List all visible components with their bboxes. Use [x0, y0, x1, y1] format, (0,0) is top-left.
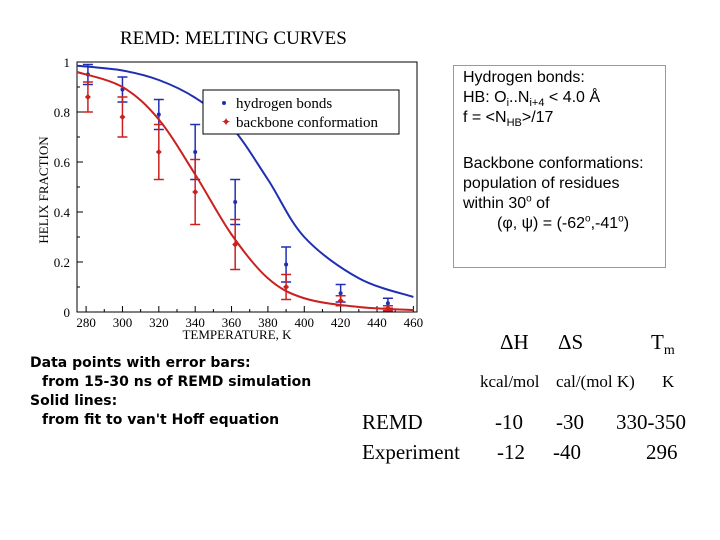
legend-label-backbone: backbone conformation	[236, 115, 379, 131]
data-point-hydrogen-bonds	[233, 200, 238, 204]
row-label-experiment: Experiment	[362, 440, 460, 464]
data-point-backbone	[84, 94, 91, 100]
chart-title: REMD: MELTING CURVES	[120, 28, 347, 49]
data-point-backbone	[119, 114, 126, 120]
legend-marker-hydrogen-bonds	[222, 101, 226, 105]
y-tick-label: 0.6	[54, 155, 71, 170]
x-tick-label: 460	[404, 315, 424, 330]
data-point-hydrogen-bonds	[284, 262, 289, 267]
bb-line-1: population of residues	[463, 175, 620, 192]
x-tick-label: 280	[76, 315, 96, 330]
x-axis-label: TEMPERATURE, K	[182, 327, 292, 342]
bb-line-3: (φ, ψ) = (-62o,-41o)	[497, 213, 630, 232]
series-marks	[76, 63, 414, 312]
data-point-backbone	[232, 241, 239, 248]
data-notes: Data points with error bars: from 15-30 …	[30, 354, 311, 430]
unit-ds: cal/(mol K)	[556, 372, 635, 391]
unit-dh: kcal/mol	[480, 372, 540, 391]
y-axis-label: HELIX FRACTION	[36, 136, 51, 244]
data-point-backbone	[155, 149, 162, 155]
unit-tm: K	[662, 372, 675, 391]
note-line-1: Data points with error bars:	[30, 355, 251, 371]
exp-ds: -40	[553, 440, 581, 464]
axis-ticks	[77, 61, 414, 313]
exp-tm: 296	[646, 440, 678, 464]
note-line-4: from fit to van't Hoff equation	[42, 412, 280, 428]
remd-dh: -10	[495, 410, 523, 434]
legend-marker-backbone: ✦	[221, 115, 231, 129]
note-line-2: from 15-30 ns of REMD simulation	[42, 374, 312, 390]
header-ds: ΔS	[558, 330, 584, 354]
exp-dh: -12	[497, 440, 525, 464]
data-point-hydrogen-bonds	[193, 150, 198, 154]
y-tick-label: 0.4	[54, 205, 71, 220]
header-dh: ΔH	[500, 330, 529, 354]
x-tick-label: 340	[185, 315, 205, 330]
data-point-backbone	[384, 305, 391, 312]
remd-ds: -30	[556, 410, 584, 434]
data-point-backbone	[192, 189, 199, 195]
x-tick-label: 320	[149, 315, 169, 330]
bb-line-2: within 30o of	[463, 193, 550, 212]
hb-fraction-formula: f = <NHB>/17	[463, 109, 554, 130]
note-line-3: Solid lines:	[30, 393, 118, 409]
data-point-hydrogen-bonds	[156, 112, 161, 117]
y-tick-label: 0.8	[54, 105, 70, 120]
hb-heading: Hydrogen bonds:	[463, 69, 585, 86]
legend-label-hydrogen-bonds: hydrogen bonds	[236, 96, 332, 112]
x-tick-label: 440	[367, 315, 387, 330]
y-tick-label: 0.2	[54, 255, 70, 270]
remd-tm: 330-350	[616, 410, 686, 434]
y-tick-labels: 0 0.2 0.4 0.6 0.8 1	[54, 55, 71, 320]
x-tick-label: 400	[295, 315, 315, 330]
x-tick-label: 380	[258, 315, 278, 330]
y-tick-label: 0	[64, 305, 71, 320]
bb-heading: Backbone conformations:	[463, 155, 644, 172]
x-tick-label: 360	[222, 315, 242, 330]
x-tick-labels: 280 300 320 340 360 380 400 420 440 460	[76, 315, 423, 330]
legend: hydrogen bonds ✦ backbone conformation	[202, 89, 400, 135]
definitions-box: Hydrogen bonds: HB: Oi..Ni+4 < 4.0 Å f =…	[453, 65, 666, 268]
data-point-hydrogen-bonds	[385, 301, 390, 306]
legend-box	[202, 89, 400, 135]
x-tick-label: 420	[331, 315, 351, 330]
hb-definition: HB: Oi..Ni+4 < 4.0 Å	[463, 89, 601, 110]
x-tick-label: 300	[113, 315, 133, 330]
data-point-backbone	[337, 297, 344, 304]
y-tick-label: 1	[64, 55, 71, 70]
row-label-remd: REMD	[362, 410, 423, 434]
data-point-hydrogen-bonds	[338, 291, 343, 296]
data-point-backbone	[283, 284, 290, 290]
header-tm: Tm	[651, 330, 675, 359]
